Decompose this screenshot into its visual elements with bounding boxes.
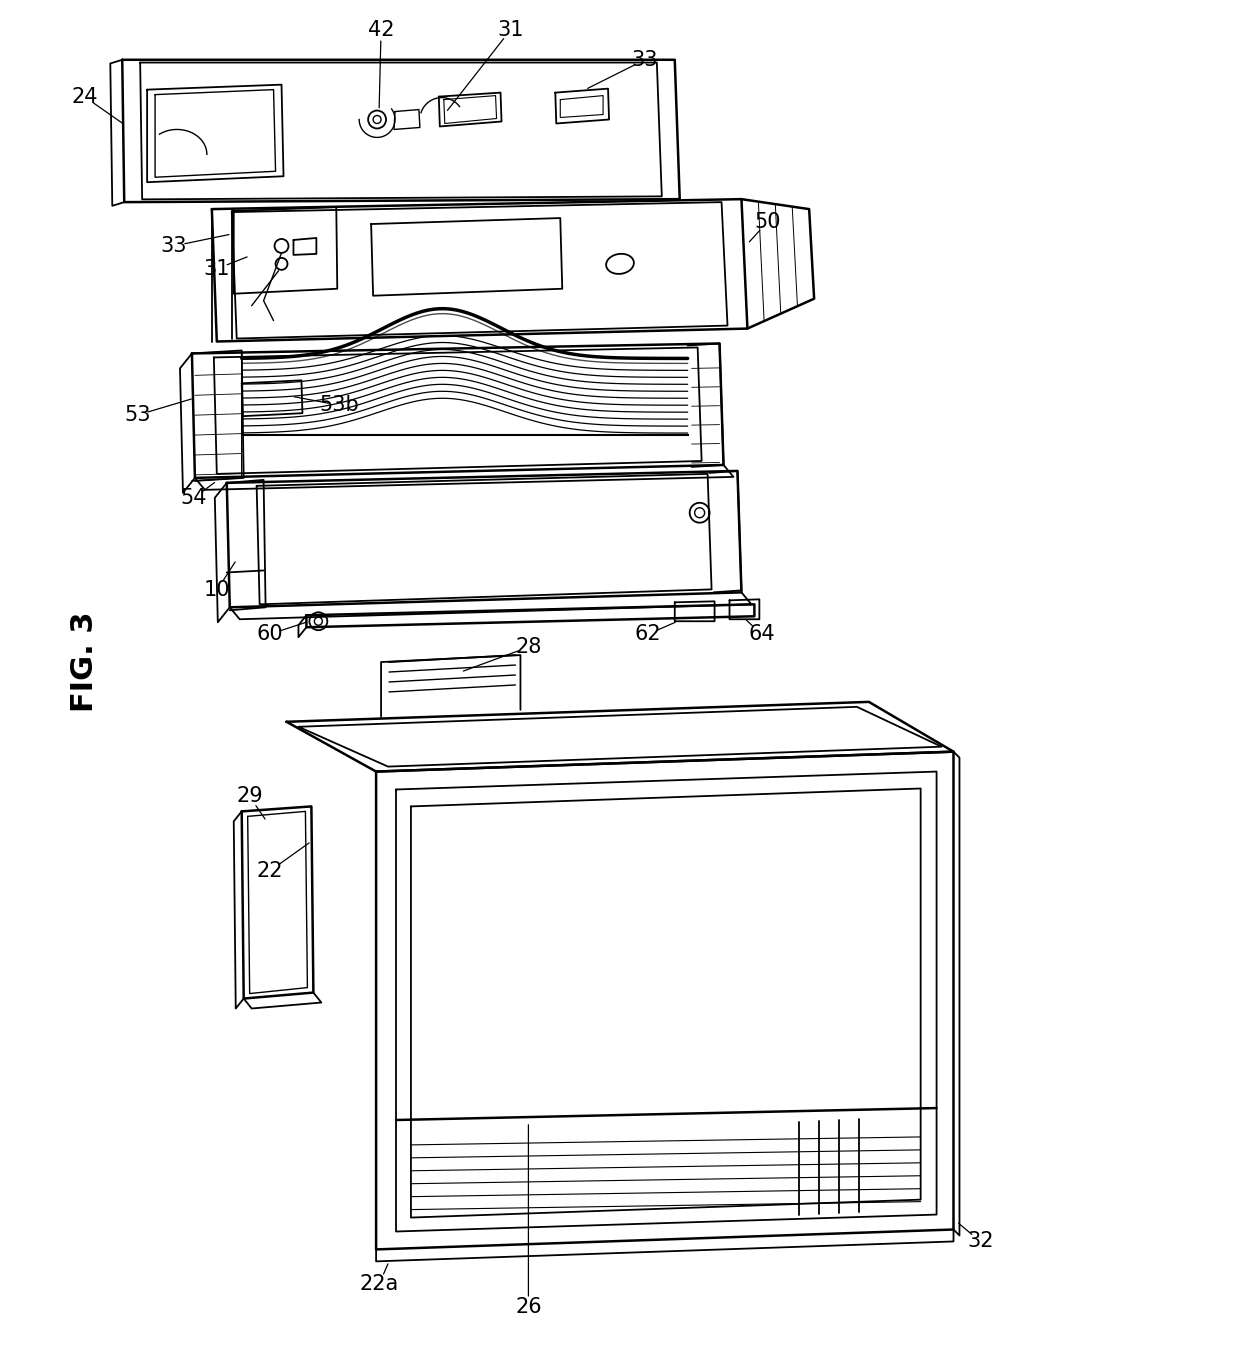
Text: 64: 64 (748, 625, 775, 644)
Text: 33: 33 (631, 50, 658, 70)
Text: 50: 50 (754, 212, 781, 233)
Text: FIG. 3: FIG. 3 (71, 612, 99, 713)
Text: 53: 53 (124, 406, 150, 425)
Text: 33: 33 (161, 237, 187, 256)
Text: 26: 26 (515, 1297, 542, 1317)
Text: 31: 31 (203, 258, 231, 279)
Text: 32: 32 (967, 1232, 993, 1252)
Text: 42: 42 (368, 20, 394, 41)
Text: 22a: 22a (360, 1275, 399, 1294)
Text: 54: 54 (181, 488, 207, 508)
Text: 31: 31 (497, 20, 523, 41)
Text: 53b: 53b (320, 395, 360, 415)
Text: 29: 29 (237, 787, 263, 806)
Text: 10: 10 (203, 580, 231, 600)
Text: 22: 22 (257, 861, 283, 882)
Text: 60: 60 (257, 625, 283, 644)
Text: 24: 24 (71, 87, 98, 107)
Text: 28: 28 (516, 637, 542, 657)
Text: 62: 62 (635, 625, 661, 644)
